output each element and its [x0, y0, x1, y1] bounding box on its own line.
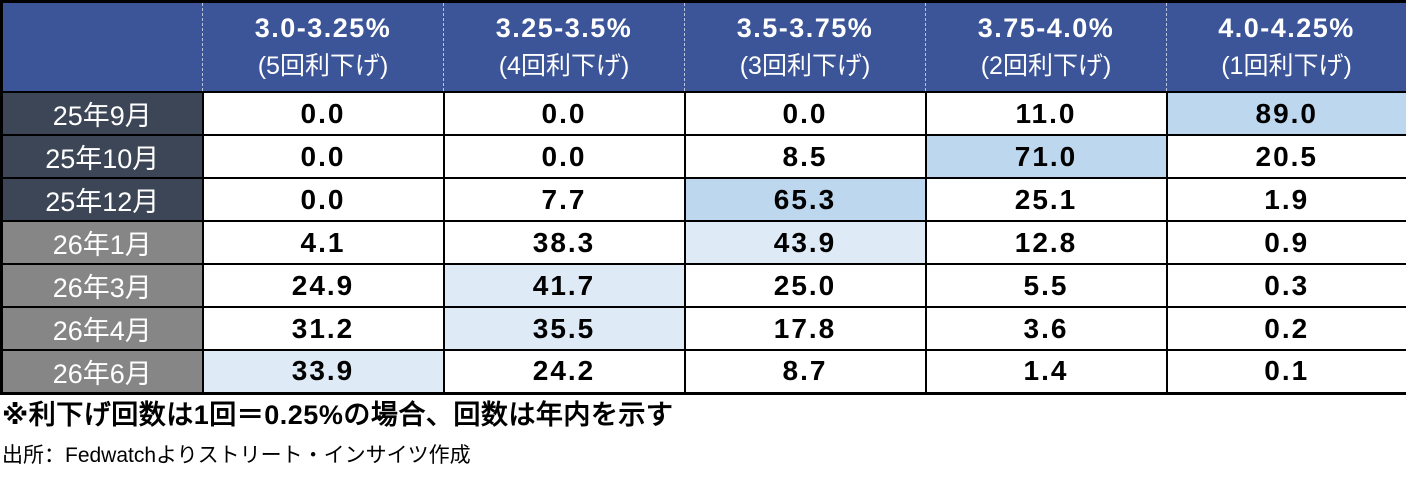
probability-cell: 8.7	[683, 349, 927, 394]
probability-cell: 24.2	[442, 349, 686, 394]
column-header: 3.75-4.0% (2回利下げ)	[925, 1, 1167, 93]
rate-range-label: 3.5-3.75%	[736, 12, 874, 43]
table-row: 25年9月 0.0 0.0 0.0 11.0 89.0	[0, 91, 1406, 136]
probability-cell: 89.0	[1165, 91, 1406, 136]
column-header: 4.0-4.25% (1回利下げ)	[1166, 1, 1406, 93]
rate-range-label: 3.25-3.5%	[495, 12, 633, 43]
table-row: 25年10月 0.0 0.0 8.5 71.0 20.5	[0, 134, 1406, 179]
probability-cell: 0.0	[201, 134, 445, 179]
header-row: 3.0-3.25% (5回利下げ) 3.25-3.5% (4回利下げ) 3.5-…	[1, 1, 1406, 93]
cut-count-label: (4回利下げ)	[498, 51, 630, 80]
probability-cell: 0.0	[201, 177, 445, 222]
probability-cell: 20.5	[1165, 134, 1406, 179]
probability-cell: 0.0	[683, 91, 927, 136]
table-row: 26年6月 33.9 24.2 8.7 1.4 0.1	[0, 349, 1406, 394]
probability-cell: 7.7	[442, 177, 686, 222]
probability-cell: 65.3	[683, 177, 927, 222]
month-label: 26年3月	[0, 263, 204, 308]
corner-cell	[1, 1, 203, 93]
rate-probability-table: 3.0-3.25% (5回利下げ) 3.25-3.5% (4回利下げ) 3.5-…	[0, 0, 1406, 395]
table-row: 25年12月 0.0 7.7 65.3 25.1 1.9	[0, 177, 1406, 222]
probability-cell: 71.0	[924, 134, 1168, 179]
probability-cell: 3.6	[924, 306, 1168, 351]
cut-count-label: (2回利下げ)	[980, 51, 1112, 80]
month-label: 26年6月	[0, 349, 204, 394]
table-row: 26年3月 24.9 41.7 25.0 5.5 0.3	[0, 263, 1406, 308]
column-header: 3.0-3.25% (5回利下げ)	[202, 1, 444, 93]
probability-cell: 41.7	[442, 263, 686, 308]
rate-range-label: 3.0-3.25%	[254, 12, 392, 43]
month-label: 26年4月	[0, 306, 204, 351]
cut-count-label: (5回利下げ)	[257, 51, 389, 80]
probability-cell: 25.1	[924, 177, 1168, 222]
rate-range-label: 4.0-4.25%	[1218, 12, 1355, 43]
probability-cell: 12.8	[924, 220, 1168, 265]
probability-cell: 11.0	[924, 91, 1168, 136]
probability-cell: 0.9	[1165, 220, 1406, 265]
probability-cell: 33.9	[201, 349, 445, 394]
probability-cell: 0.0	[442, 91, 686, 136]
probability-cell: 1.4	[924, 349, 1168, 394]
table-row: 26年4月 31.2 35.5 17.8 3.6 0.2	[0, 306, 1406, 351]
probability-cell: 31.2	[201, 306, 445, 351]
footnote-text: ※利下げ回数は1回＝0.25%の場合、回数は年内を示す	[2, 399, 674, 430]
probability-cell: 0.0	[201, 91, 445, 136]
probability-cell: 35.5	[442, 306, 686, 351]
probability-cell: 5.5	[924, 263, 1168, 308]
probability-cell: 17.8	[683, 306, 927, 351]
probability-cell: 24.9	[201, 263, 445, 308]
source-note: 出所：Fedwatchよりストリート・インサイツ作成	[2, 443, 471, 467]
column-header: 3.25-3.5% (4回利下げ)	[443, 1, 685, 93]
month-label: 25年10月	[0, 134, 204, 179]
table-row: 26年1月 4.1 38.3 43.9 12.8 0.9	[0, 220, 1406, 265]
rate-range-label: 3.75-4.0%	[977, 12, 1115, 43]
column-header: 3.5-3.75% (3回利下げ)	[684, 1, 926, 93]
probability-cell: 38.3	[442, 220, 686, 265]
probability-cell: 0.3	[1165, 263, 1406, 308]
cut-count-label: (3回利下げ)	[739, 51, 871, 80]
probability-cell: 8.5	[683, 134, 927, 179]
probability-cell: 4.1	[201, 220, 445, 265]
month-label: 26年1月	[0, 220, 204, 265]
probability-cell: 0.0	[442, 134, 686, 179]
cut-count-label: (1回利下げ)	[1221, 51, 1352, 80]
probability-cell: 0.1	[1165, 349, 1406, 394]
month-label: 25年9月	[0, 91, 204, 136]
probability-cell: 0.2	[1165, 306, 1406, 351]
probability-cell: 43.9	[683, 220, 927, 265]
probability-cell: 1.9	[1165, 177, 1406, 222]
month-label: 25年12月	[0, 177, 204, 222]
probability-cell: 25.0	[683, 263, 927, 308]
